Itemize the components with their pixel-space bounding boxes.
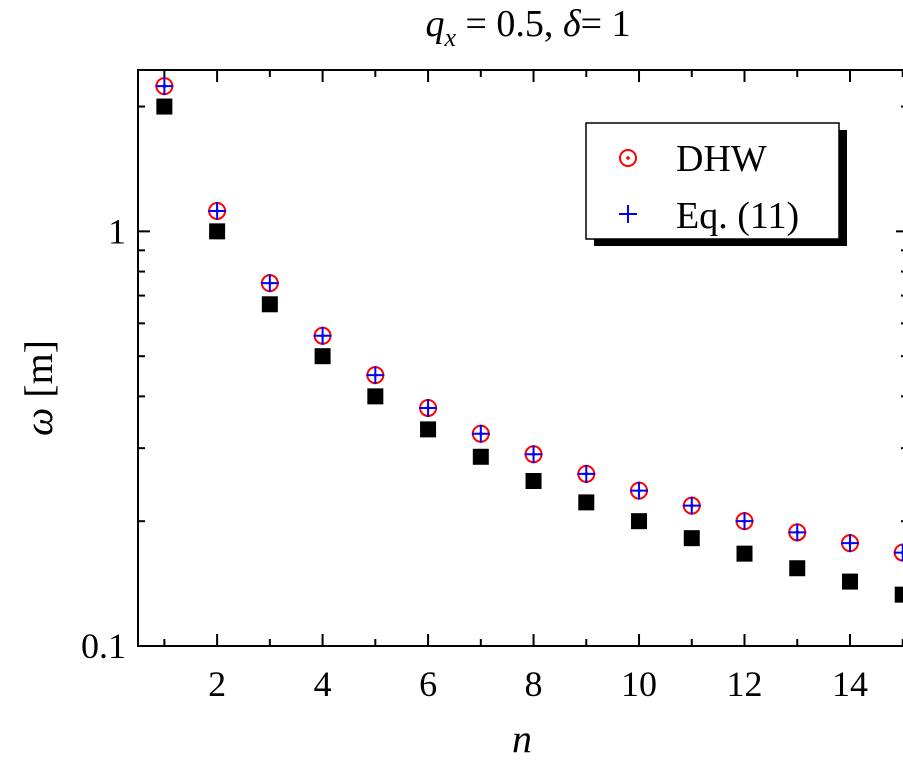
eq11-point [155, 77, 174, 96]
title-q: q [425, 3, 444, 45]
x-axis-label: n [512, 716, 532, 761]
title-eq2: = 1 [581, 3, 631, 45]
square-point [156, 98, 173, 115]
square-point [261, 296, 278, 313]
x-tick-label: 10 [621, 664, 657, 704]
legend-label-dhw: DHW [676, 138, 767, 180]
x-tick-label: 2 [208, 664, 226, 704]
eq11-point [419, 398, 438, 417]
title-eq1: = 0.5, [456, 3, 563, 45]
y-axis-unit: [m] [16, 340, 61, 408]
legend-marker-dhw-ring [619, 149, 637, 167]
x-tick-label: 14 [832, 664, 868, 704]
square-point [841, 573, 858, 590]
axis-ticks [138, 70, 903, 647]
y-axis-label: ω [m] [16, 340, 61, 436]
eq11-point [630, 481, 649, 500]
legend-label-eq11: Eq. (11) [676, 195, 799, 237]
title-delta: δ [563, 3, 582, 45]
legend-marker-dhw [619, 149, 637, 167]
eq11-point [577, 464, 596, 483]
y-tick-label: 1 [108, 211, 126, 251]
square-point [631, 513, 648, 530]
x-tick-label: 4 [314, 664, 332, 704]
legend-marker-eq11 [619, 205, 637, 223]
square-point [472, 448, 489, 465]
eq11-point [208, 201, 227, 220]
square-point [894, 586, 903, 603]
square-point [578, 494, 595, 511]
square-point [683, 530, 700, 547]
y-tick-label: 0.1 [81, 626, 126, 666]
axis-tick-labels: 2 4 6 8 10 12 14 0.1 1 [81, 211, 868, 704]
square-point [420, 421, 437, 438]
eq11-point [682, 496, 701, 515]
data-markers [155, 77, 903, 603]
chart-title: qx = 0.5, δ= 1 [425, 3, 630, 52]
eq11-point [840, 534, 859, 553]
x-tick-label: 8 [525, 664, 543, 704]
y-axis-symbol: ω [16, 408, 61, 436]
square-point [209, 223, 226, 240]
eq11-point [788, 523, 807, 542]
square-point [367, 388, 384, 405]
eq11-point [735, 512, 754, 531]
legend-markers [619, 149, 637, 223]
square-point [736, 545, 753, 562]
eq11-point [471, 424, 490, 443]
title-subscript: x [443, 23, 456, 52]
x-tick-label: 12 [727, 664, 763, 704]
eq11-point [524, 445, 543, 464]
square-point [525, 472, 542, 489]
eq11-point [260, 274, 279, 293]
eq11-point [366, 366, 385, 385]
x-tick-label: 6 [419, 664, 437, 704]
legend-marker-dhw-dot [626, 156, 630, 160]
eq11-point [313, 326, 332, 345]
square-point [314, 348, 331, 365]
plot-frame [137, 69, 903, 647]
square-point [789, 560, 806, 577]
legend: DHW Eq. (11) [585, 122, 847, 246]
